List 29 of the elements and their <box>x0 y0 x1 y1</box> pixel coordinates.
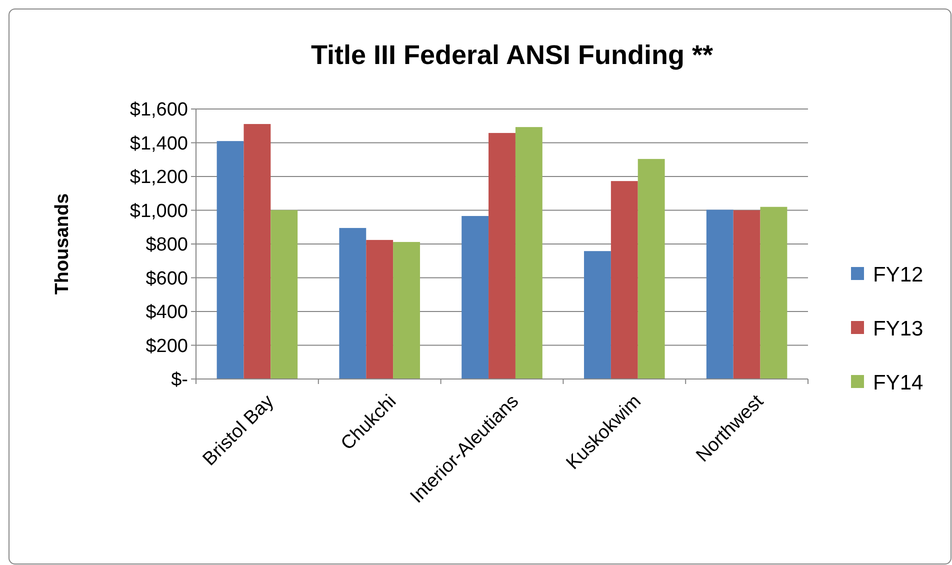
y-axis-title: Thousands <box>52 193 73 295</box>
bar <box>488 132 516 379</box>
bar <box>760 206 788 379</box>
y-tick-label: $1,000 <box>130 200 188 222</box>
bar <box>733 210 760 379</box>
bar <box>638 158 665 379</box>
y-tick-label: $- <box>171 370 188 391</box>
bar <box>339 228 366 379</box>
y-tick-label: $1,400 <box>130 133 188 154</box>
bar <box>270 210 298 379</box>
bar <box>393 242 420 379</box>
y-tick-label: $1,600 <box>130 100 188 121</box>
legend-label: FY14 <box>873 371 924 394</box>
chart-title: Title III Federal ANSI Funding ** <box>310 40 714 70</box>
y-tick-label: $400 <box>146 302 188 324</box>
bar <box>610 181 638 379</box>
legend-label: FY12 <box>873 263 924 286</box>
bar <box>515 127 542 379</box>
bar <box>584 251 611 379</box>
y-tick-label: $1,200 <box>130 167 188 188</box>
bar <box>706 210 734 379</box>
bar <box>462 216 489 379</box>
bar <box>244 124 271 379</box>
y-tick-label: $200 <box>146 336 188 357</box>
bar <box>216 141 244 379</box>
y-tick-label: $800 <box>146 234 188 256</box>
y-tick-label: $600 <box>146 268 188 290</box>
bar <box>366 240 394 379</box>
legend-label: FY13 <box>873 317 924 340</box>
